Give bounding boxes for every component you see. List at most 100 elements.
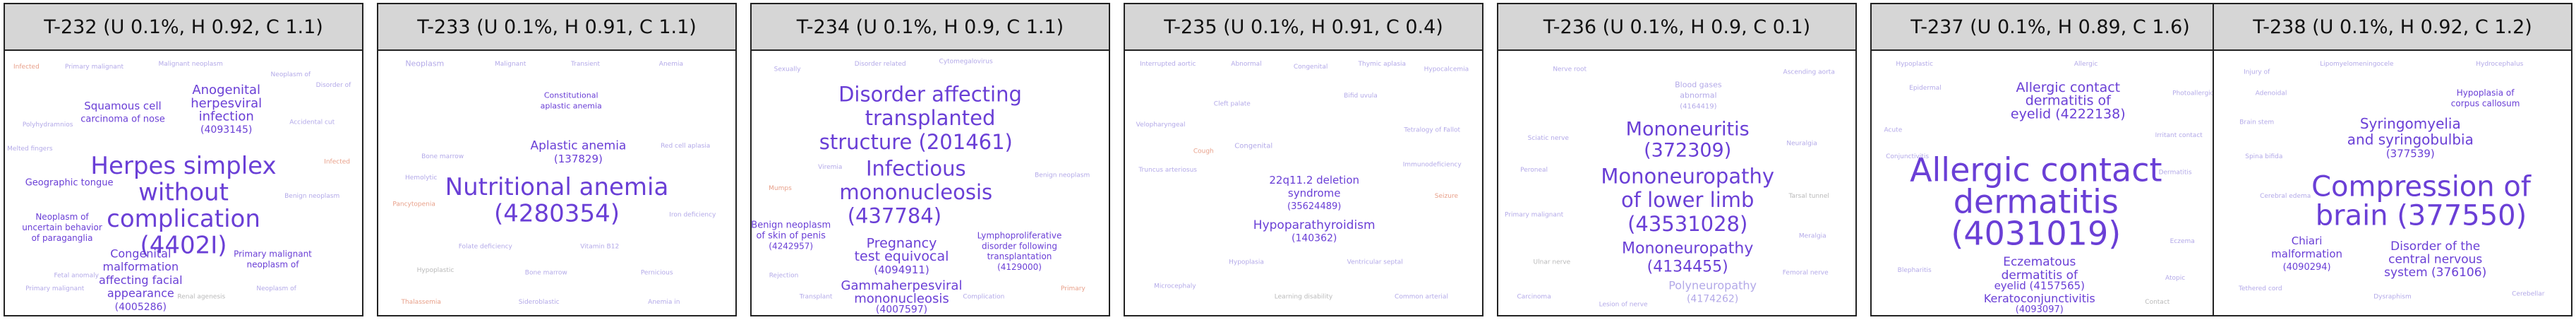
- word-cloud: Mononeuritis (372309) Mononeuropathy of low…: [1498, 51, 1855, 315]
- cloud-word: (377539): [2386, 147, 2435, 160]
- cloud-word: (4031019): [1951, 214, 2121, 252]
- word-cloud: Compression of brain (377550) Syringomyeli…: [2214, 51, 2571, 315]
- cloud-word: Sciatic nerve: [1528, 135, 1570, 142]
- word-cloud: Disorder affecting transplanted structure …: [752, 51, 1109, 316]
- cloud-word: Congenital: [1294, 64, 1328, 71]
- cloud-word: Sideroblastic: [519, 299, 560, 306]
- wordcloud-panel: T-232 (U 0.1%, H 0.92, C 1.1) Herpes simp…: [4, 3, 363, 316]
- cloud-word: Neoplasm of: [35, 212, 89, 222]
- cloud-word: (4174262): [1687, 294, 1738, 305]
- cloud-word: Peroneal: [1520, 167, 1548, 174]
- cloud-word: Infectious: [866, 156, 966, 180]
- cloud-word: Neuralgia: [1786, 140, 1817, 147]
- cloud-word: of skin of penis: [756, 230, 826, 241]
- cloud-word: Infected: [324, 159, 350, 166]
- cloud-word: Hypoparathyroidism: [1253, 218, 1376, 232]
- cloud-word: Tethered cord: [2238, 285, 2282, 292]
- cloud-word: (137829): [554, 153, 603, 165]
- cloud-word: Microcephaly: [1154, 283, 1196, 290]
- cloud-word: corpus callosum: [2451, 98, 2520, 108]
- cloud-word: carcinoma of nose: [80, 114, 165, 125]
- cloud-word: Seizure: [1435, 193, 1459, 200]
- cloud-word: Constitutional: [544, 91, 598, 100]
- cloud-word: Herpes simplex: [90, 152, 276, 180]
- cloud-word: Neoplasm: [405, 59, 444, 69]
- cloud-word: mononucleosis: [854, 292, 949, 307]
- cloud-word: 22q11.2 deletion: [1269, 174, 1359, 186]
- cloud-word: (4090294): [2283, 262, 2331, 273]
- cloud-word: Dermatitis: [2159, 170, 2192, 177]
- cloud-word: Pernicious: [641, 270, 673, 277]
- cloud-word: Allergic contact: [1910, 151, 2162, 189]
- panel-title: T-234 (U 0.1%, H 0.9, C 1.1): [752, 4, 1109, 51]
- cloud-word: (4129000): [997, 262, 1042, 272]
- word-cloud: Nutritional anemia (4280354) Aplastic anem…: [378, 51, 735, 315]
- cloud-word: Sexually: [774, 66, 802, 73]
- cloud-word: Hemolytic: [405, 174, 437, 182]
- cloud-word: Squamous cell: [84, 100, 161, 112]
- cloud-word: Benign neoplasm: [752, 220, 831, 230]
- cloud-word: eyelid (4157565): [1994, 279, 2085, 292]
- panel-title: T-232 (U 0.1%, H 0.92, C 1.1): [5, 4, 362, 51]
- cloud-word: malformation: [103, 260, 179, 273]
- cloud-word: (4402I): [140, 231, 227, 259]
- cloud-word: Bone marrow: [421, 153, 464, 160]
- cloud-word: Pregnancy: [867, 236, 937, 251]
- cloud-word: dermatitis of: [2002, 268, 2078, 283]
- cloud-word: Anemia in: [648, 299, 680, 306]
- cloud-word: eyelid (4222138): [2011, 106, 2126, 122]
- cloud-word: Hypocalcemia: [1424, 66, 1469, 73]
- cloud-word: Blepharitis: [1898, 267, 1932, 274]
- cloud-word: system (376106): [2384, 266, 2486, 280]
- cloud-word: brain (377550): [2316, 200, 2527, 232]
- cloud-word: affecting facial: [99, 273, 183, 287]
- cloud-word: Learning disability: [1275, 293, 1333, 300]
- cloud-word: Benign neoplasm: [284, 193, 339, 200]
- cloud-word: Congenital: [1234, 143, 1272, 150]
- cloud-word: Thymic aplasia: [1358, 61, 1407, 68]
- cloud-word: Keratoconjunctivitis: [1984, 292, 2095, 305]
- cloud-word: Cleft palate: [1214, 100, 1251, 107]
- cloud-word: dermatitis of: [2026, 93, 2112, 109]
- cloud-word: Spina bifida: [2245, 153, 2282, 160]
- cloud-word: Complication: [963, 293, 1004, 300]
- cloud-word: Disorder affecting: [838, 83, 1022, 107]
- panel-title: T-233 (U 0.1%, H 0.91, C 1.1): [378, 4, 735, 51]
- cloud-word: without: [138, 179, 229, 207]
- cloud-word: malformation: [2271, 248, 2342, 261]
- cloud-word: (4007597): [876, 304, 927, 316]
- cloud-word: Acute: [1884, 127, 1903, 134]
- cloud-word: Polyhydramnios: [23, 122, 73, 129]
- cloud-word: Red cell aplasia: [661, 143, 710, 150]
- cloud-word: Compression of: [2311, 171, 2532, 203]
- cloud-word: test equivocal: [855, 249, 949, 264]
- cloud-word: Transient: [570, 61, 601, 68]
- cloud-word: Gammaherpesviral: [841, 278, 963, 293]
- cloud-word: Folate deficiency: [459, 243, 513, 250]
- cloud-word: neoplasm of: [247, 259, 300, 269]
- cloud-word: transplantation: [987, 251, 1052, 261]
- cloud-word: Transplant: [799, 293, 833, 300]
- cloud-word: Melted fingers: [7, 146, 53, 153]
- cloud-word: Thalassemia: [400, 299, 440, 306]
- cloud-word: Bifid uvula: [1344, 93, 1378, 100]
- cloud-word: Polyneuropathy: [1668, 278, 1757, 292]
- cloud-word: Primary malignant: [234, 249, 312, 259]
- wordcloud-panel: T-234 (U 0.1%, H 0.9, C 1.1) Disorder aff…: [750, 3, 1110, 316]
- cloud-word: Accidental cut: [289, 119, 335, 126]
- cloud-word: appearance: [107, 287, 174, 300]
- cloud-word: Blood gases: [1675, 81, 1722, 90]
- wordcloud-panel: T-237 (U 0.1%, H 0.89, C 1.6) Allergic co…: [1870, 3, 2230, 316]
- wordcloud-panel: T-235 (U 0.1%, H 0.91, C 0.4) 22q11.2 del…: [1124, 3, 1483, 316]
- cloud-word: Contact: [2145, 299, 2169, 306]
- cloud-word: complication: [107, 205, 260, 233]
- cloud-word: Lymphoproliferative: [977, 230, 1062, 240]
- cloud-word: disorder following: [982, 241, 1057, 251]
- cloud-word: Infected: [13, 64, 40, 71]
- cloud-word: Tetralogy of Fallot: [1403, 127, 1460, 134]
- cloud-word: Hydrocephalus: [2476, 61, 2523, 68]
- cloud-word: (4005286): [115, 302, 167, 313]
- panel-title: T-235 (U 0.1%, H 0.91, C 0.4): [1125, 4, 1482, 51]
